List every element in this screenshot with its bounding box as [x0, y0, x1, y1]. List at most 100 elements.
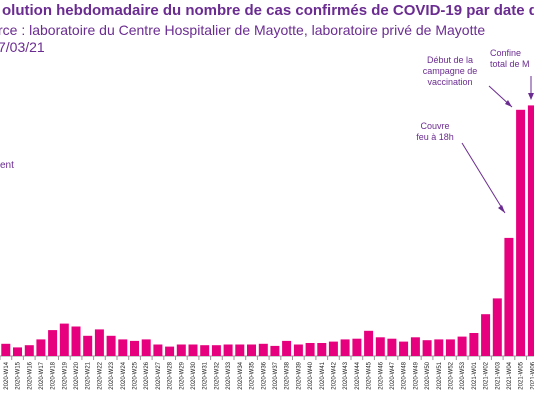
- bar-2020-W40: [305, 343, 315, 356]
- bar-2020-W42: [328, 341, 338, 356]
- bar-2020-W41: [317, 343, 327, 356]
- bar-2020-W37: [270, 345, 280, 356]
- x-tick-label: 2020-W35: [250, 361, 256, 389]
- x-tick-label: 2020-W24: [121, 361, 127, 389]
- x-tick-label: 2020-W33: [226, 361, 232, 389]
- bar-2020-W51: [434, 339, 444, 356]
- bar-2020-W25: [130, 340, 139, 356]
- bar-2020-W15: [13, 347, 22, 356]
- bar-2021-W06: [527, 105, 534, 357]
- annotation-vaccination: Début de la campagne de vaccination: [422, 55, 478, 87]
- x-tick-label: 2020-W43: [343, 361, 349, 389]
- bar-2020-W50: [422, 340, 432, 356]
- x-tick-label: 2020-W45: [367, 361, 373, 389]
- bar-2020-W53: [457, 336, 467, 356]
- couvre-feu-arrowhead: [498, 205, 505, 213]
- x-tick-label: 2020-W53: [460, 361, 466, 389]
- bar-2020-W39: [293, 344, 303, 356]
- x-tick-label: 2020-W26: [144, 361, 150, 389]
- bar-2020-W24: [118, 339, 128, 356]
- x-tick-label: 2020-W34: [238, 361, 244, 389]
- bar-2021-W05: [516, 109, 526, 356]
- bar-2020-W45: [364, 330, 374, 356]
- x-tick-label: 2020-W47: [390, 361, 396, 389]
- bar-2020-W35: [247, 344, 256, 356]
- x-tick-label: 2020-W36: [261, 361, 267, 389]
- x-tick-label: 2020-W15: [16, 361, 22, 389]
- bar-2021-W02: [481, 314, 491, 356]
- chart-title: olution hebdomadaire du nombre de cas co…: [2, 2, 534, 19]
- x-tick-label: 2020-W17: [39, 361, 45, 389]
- x-tick-label: 2020-W41: [320, 361, 326, 389]
- x-tick-label: 2020-W23: [109, 361, 115, 389]
- bar-2020-W17: [36, 339, 46, 356]
- x-tick-label: 2020-W51: [437, 361, 443, 389]
- bar-2020-W18: [48, 330, 58, 356]
- bar-2020-W52: [445, 339, 455, 356]
- bar-2020-W44: [352, 338, 362, 356]
- couvre-feu-arrow: [461, 142, 506, 214]
- bar-2020-W36: [258, 343, 268, 356]
- x-tick-label: 2021-W06: [530, 361, 534, 389]
- x-tick-label: 2020-W52: [448, 361, 454, 389]
- bar-2020-W14: [1, 343, 11, 356]
- x-tick-label: 2020-W19: [62, 361, 68, 389]
- x-tick-label: 2020-W39: [296, 361, 302, 389]
- chart-date: 7/03/21: [0, 39, 45, 55]
- x-tick-label: 2020-W28: [168, 361, 174, 389]
- bar-2020-W31: [200, 345, 210, 356]
- x-tick-label: 2020-W38: [285, 361, 291, 389]
- bar-2020-W43: [340, 339, 350, 356]
- annotation-confinement: Confine total de M: [490, 48, 530, 69]
- vaccination-arrowhead: [505, 100, 512, 107]
- bar-2020-W38: [282, 340, 292, 356]
- bar-2020-W28: [165, 346, 175, 356]
- x-tick-label: 2020-W18: [51, 361, 57, 389]
- x-tick-label: 2020-W16: [27, 361, 33, 389]
- annotation-couvre-feu: Couvre feu à 18h: [416, 121, 454, 142]
- x-tick-label: 2021-W02: [484, 361, 490, 389]
- bar-2020-W34: [235, 344, 245, 356]
- left-annotation: ent: [0, 160, 14, 171]
- bar-2020-W48: [399, 341, 409, 356]
- x-tick-label: 2020-W42: [331, 361, 337, 389]
- x-tick-label: 2020-W40: [308, 361, 314, 389]
- x-tick-label: 2021-W01: [472, 361, 478, 389]
- x-tick-label: 2020-W48: [402, 361, 408, 389]
- x-tick-label: 2020-W14: [4, 361, 10, 389]
- confinement-arrowhead: [528, 93, 534, 100]
- bar-2020-W27: [153, 344, 163, 356]
- x-tick-label: 2020-W49: [413, 361, 419, 389]
- bar-2020-W16: [24, 345, 34, 356]
- x-tick-label: 2020-W46: [378, 361, 384, 389]
- bar-2020-W23: [106, 335, 116, 356]
- x-tick-label: 2020-W29: [179, 361, 185, 389]
- x-tick-label: 2020-W25: [133, 361, 139, 389]
- x-tick-label: 2020-W20: [74, 361, 80, 389]
- bar-2020-W30: [188, 344, 198, 356]
- x-tick-label: 2020-W30: [191, 361, 197, 389]
- bar-2021-W03: [492, 298, 502, 356]
- bar-2021-W04: [504, 237, 514, 356]
- x-tick-label: 2021-W03: [495, 361, 501, 389]
- bar-2020-W20: [71, 326, 81, 356]
- bar-2020-W21: [83, 335, 93, 356]
- bar-2020-W47: [387, 338, 397, 356]
- chart-source: rce : laboratoire du Centre Hospitalier …: [0, 22, 486, 38]
- x-tick-label: 2020-W37: [273, 361, 279, 389]
- bar-2020-W29: [176, 344, 186, 356]
- bar-2020-W46: [375, 337, 385, 356]
- bar-2020-W33: [223, 344, 233, 356]
- x-tick-label: 2020-W44: [355, 361, 361, 389]
- x-tick-label: 2020-W22: [97, 361, 103, 389]
- x-tick-label: 2021-W05: [519, 361, 525, 389]
- bar-2020-W19: [59, 323, 69, 356]
- bar-2020-W22: [94, 329, 104, 356]
- x-tick-label: 2020-W21: [86, 361, 92, 389]
- x-tick-label: 2020-W31: [203, 361, 209, 389]
- bar-2020-W32: [211, 345, 221, 356]
- x-tick-label: 2020-W50: [425, 361, 431, 389]
- x-tick-label: 2020-W27: [156, 361, 162, 389]
- x-tick-label: 2020-W32: [214, 361, 220, 389]
